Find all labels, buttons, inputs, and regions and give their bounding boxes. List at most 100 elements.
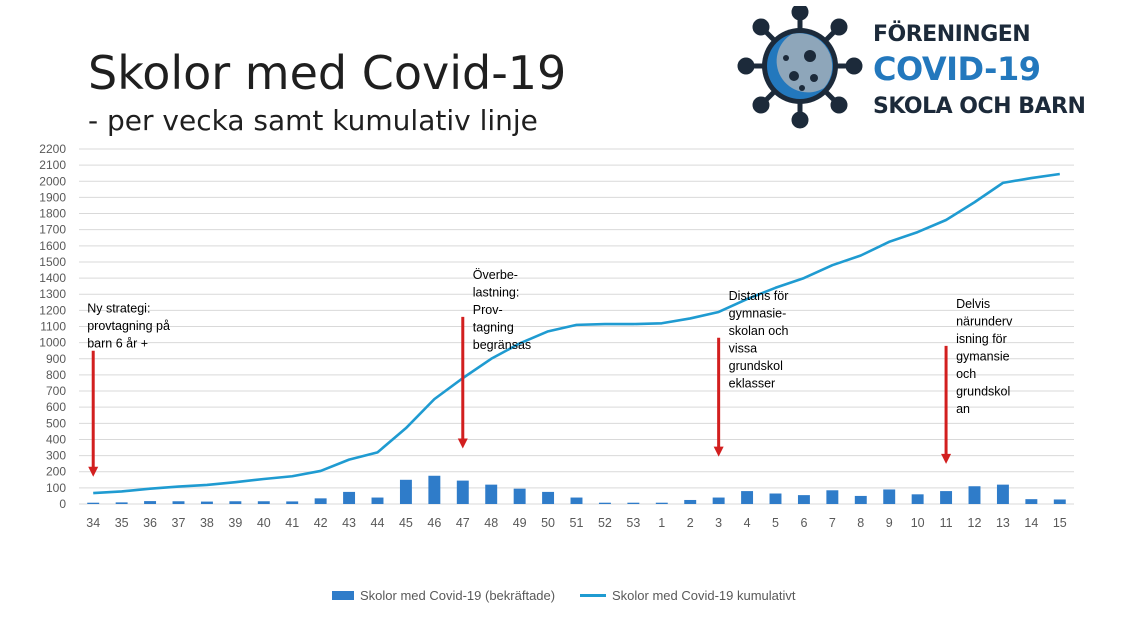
annotation-text: begränsas	[473, 338, 531, 352]
legend: Skolor med Covid-19 (bekräftade) Skolor …	[0, 588, 1140, 608]
x-tick-label: 49	[513, 516, 527, 530]
x-tick-label: 12	[968, 516, 982, 530]
bar	[769, 493, 782, 504]
x-tick-label: 40	[257, 516, 271, 530]
annotation-text: an	[956, 402, 970, 416]
x-tick-label: 13	[996, 516, 1010, 530]
annotation-text: barn 6 år +	[87, 337, 148, 351]
annotation-arrowhead	[713, 446, 724, 457]
y-tick-label: 2200	[39, 142, 66, 156]
x-tick-label: 8	[857, 516, 864, 530]
x-tick-label: 38	[200, 516, 214, 530]
y-tick-label: 2000	[39, 174, 66, 188]
annotation-text: Delvis	[956, 297, 990, 311]
bar	[399, 479, 412, 504]
x-tick-label: 6	[800, 516, 807, 530]
bar	[229, 501, 242, 504]
x-tick-label: 44	[371, 516, 385, 530]
y-tick-label: 400	[46, 432, 66, 446]
x-tick-label: 4	[744, 516, 751, 530]
bar	[115, 502, 128, 504]
logo-line3: SKOLA OCH BARN	[873, 94, 1086, 119]
y-tick-label: 200	[46, 465, 66, 479]
x-tick-label: 48	[484, 516, 498, 530]
y-tick-label: 800	[46, 368, 66, 382]
annotation-text: tagning	[473, 320, 514, 334]
bar	[911, 494, 924, 504]
bar	[826, 490, 839, 504]
bar	[87, 502, 100, 504]
y-tick-label: 1100	[40, 320, 66, 334]
x-tick-label: 1	[658, 516, 665, 530]
bar	[1025, 499, 1038, 504]
x-tick-label: 41	[285, 516, 299, 530]
annotation-text: gymnasie-	[729, 306, 787, 320]
bar	[343, 491, 356, 504]
virus-icon	[737, 6, 863, 129]
x-tick-label: 3	[715, 516, 722, 530]
y-tick-label: 2100	[39, 158, 66, 172]
logo-line2: COVID-19	[873, 50, 1041, 88]
logo-line1: FÖRENINGEN	[873, 22, 1031, 47]
legend-item-line: Skolor med Covid-19 kumulativt	[580, 588, 796, 603]
x-tick-label: 37	[172, 516, 186, 530]
bar	[1053, 499, 1066, 504]
annotation-text: skolan och	[729, 324, 789, 338]
bar	[854, 495, 867, 504]
x-tick-label: 45	[399, 516, 413, 530]
bar	[286, 501, 299, 504]
bar	[684, 499, 697, 504]
bar	[542, 491, 555, 504]
bar	[940, 491, 953, 504]
bar	[371, 497, 384, 504]
annotation-text: grundskol	[956, 384, 1010, 398]
bar	[968, 486, 981, 504]
x-tick-label: 36	[143, 516, 157, 530]
legend-label-bar: Skolor med Covid-19 (bekräftade)	[360, 588, 556, 603]
bar	[598, 502, 611, 504]
annotation-text: närunderv	[956, 314, 1013, 328]
x-tick-label: 34	[86, 516, 100, 530]
annotation-arrowhead	[88, 466, 99, 477]
annotation-arrowhead	[457, 438, 468, 449]
y-tick-label: 1200	[39, 303, 66, 317]
annotation-text: Ny strategi:	[87, 302, 150, 316]
y-tick-label: 1000	[39, 336, 66, 350]
x-tick-label: 14	[1024, 516, 1038, 530]
x-tick-label: 42	[314, 516, 328, 530]
x-tick-label: 10	[911, 516, 925, 530]
y-tick-label: 1900	[39, 190, 66, 204]
y-tick-label: 500	[46, 416, 66, 430]
bar	[456, 480, 469, 504]
y-tick-label: 700	[46, 384, 66, 398]
x-tick-label: 52	[598, 516, 612, 530]
bar	[570, 497, 583, 504]
bar	[172, 501, 185, 504]
legend-label-line: Skolor med Covid-19 kumulativt	[612, 588, 796, 603]
annotation-text: Prov-	[473, 303, 503, 317]
bar	[513, 488, 526, 504]
x-tick-label: 51	[570, 516, 584, 530]
x-tick-label: 53	[626, 516, 640, 530]
annotation-text: och	[956, 367, 976, 381]
y-tick-label: 1600	[39, 239, 66, 253]
bar	[428, 475, 441, 504]
y-tick-label: 600	[46, 400, 66, 414]
x-tick-label: 11	[940, 516, 953, 530]
x-tick-label: 46	[427, 516, 441, 530]
annotation-arrowhead	[941, 453, 952, 464]
bar	[712, 497, 725, 504]
bar	[200, 501, 213, 504]
x-tick-label: 7	[829, 516, 836, 530]
bar	[741, 491, 754, 504]
y-tick-label: 1300	[39, 287, 66, 301]
bar	[257, 501, 270, 504]
bar	[485, 484, 498, 504]
y-tick-label: 100	[46, 481, 66, 495]
y-tick-label: 900	[46, 352, 66, 366]
bar	[883, 489, 896, 504]
legend-swatch-line	[580, 594, 606, 597]
bar	[797, 495, 810, 504]
annotation-text: vissa	[729, 341, 758, 355]
